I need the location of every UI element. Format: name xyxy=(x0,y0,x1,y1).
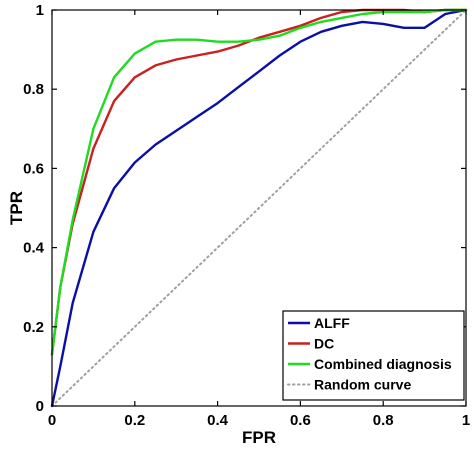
y-axis-title: TPR xyxy=(7,191,26,225)
series-line-2 xyxy=(50,8,468,356)
legend-label-0: ALFF xyxy=(314,315,350,331)
y-tick-label: 0 xyxy=(36,398,44,415)
x-tick-label: 0.6 xyxy=(290,412,311,429)
plot-frame xyxy=(51,9,467,407)
x-tick-label: 0.2 xyxy=(124,412,145,429)
legend-box xyxy=(282,310,465,401)
series-line-3 xyxy=(51,9,467,407)
y-tick-label: 0.8 xyxy=(23,81,44,98)
legend-label-1: DC xyxy=(314,336,334,352)
y-tick-label: 0.4 xyxy=(23,240,45,257)
y-tick-label: 0.2 xyxy=(23,319,44,336)
x-tick-label: 0.4 xyxy=(207,412,229,429)
x-tick-label: 0 xyxy=(48,412,56,429)
x-tick-label: 1 xyxy=(462,412,470,429)
y-tick-label: 1 xyxy=(36,2,44,19)
legend-label-2: Combined diagnosis xyxy=(314,356,452,372)
tick-layer: 0 0.2 0.4 0.6 0.8 1 0 0.2 0.4 0.6 0.8 1 xyxy=(23,2,470,429)
legend-label-3: Random curve xyxy=(314,377,411,393)
x-axis-title: FPR xyxy=(242,428,276,447)
x-tick-label: 0.8 xyxy=(373,412,394,429)
series-line-0 xyxy=(50,8,468,408)
y-tick-label: 0.6 xyxy=(23,160,44,177)
legend: ALFF DC Combined diagnosis Random curve xyxy=(282,310,465,401)
